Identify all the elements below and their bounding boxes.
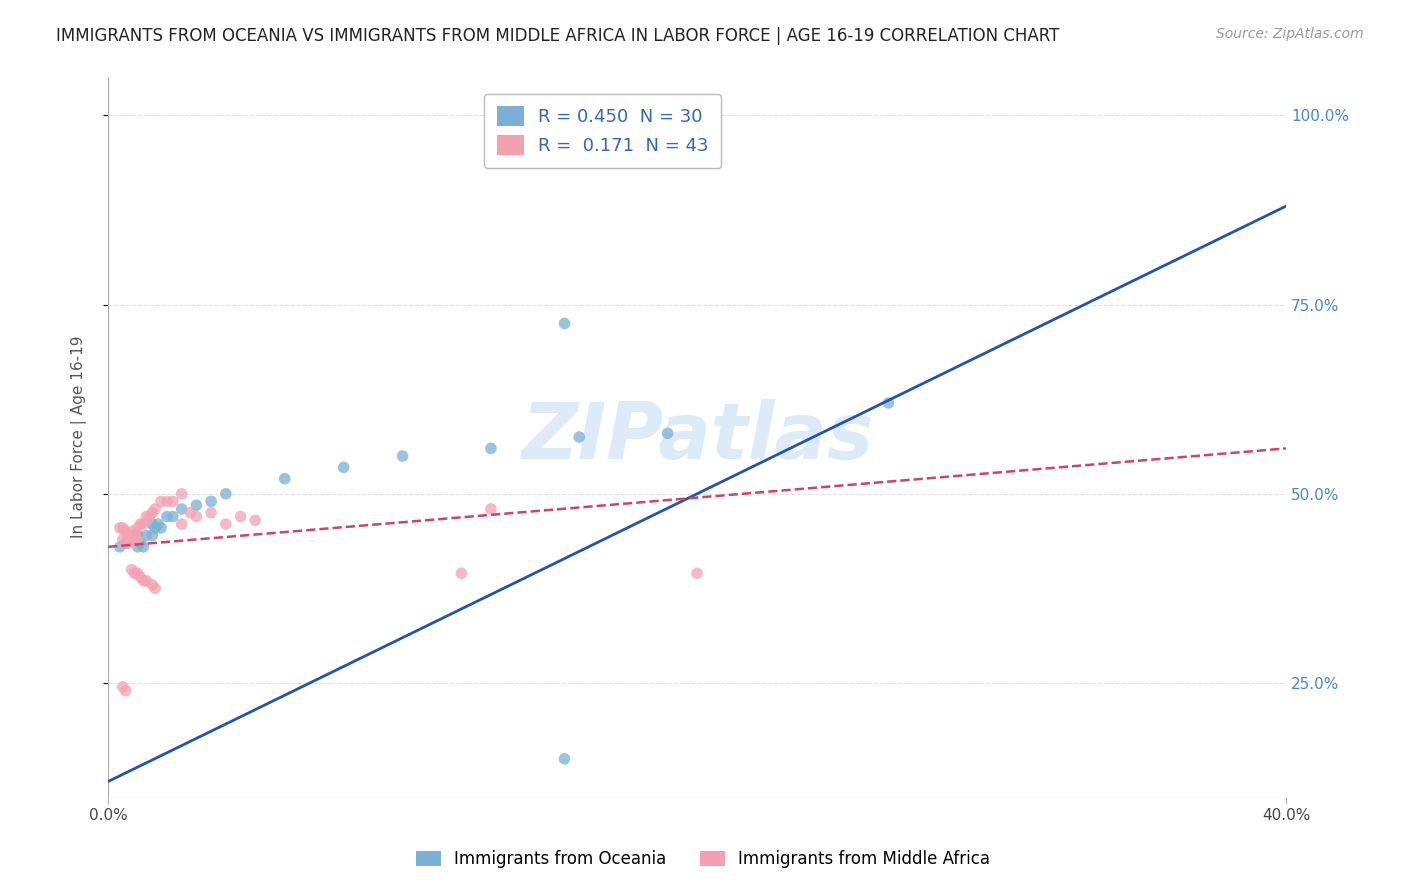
Point [143, 502, 166, 516]
Point [127, 540, 149, 554]
Point [118, 533, 141, 547]
Point [186, 498, 208, 512]
Point [121, 533, 143, 547]
Point [200, 494, 222, 508]
Point [141, 577, 163, 591]
Point [135, 509, 157, 524]
Point [124, 566, 146, 581]
Point [180, 506, 202, 520]
Point [141, 528, 163, 542]
Point [129, 536, 152, 550]
Point [156, 509, 179, 524]
Point [114, 524, 136, 539]
Point [124, 528, 146, 542]
Point [162, 509, 184, 524]
Point [124, 533, 146, 547]
Legend: R = 0.450  N = 30, R =  0.171  N = 43: R = 0.450 N = 30, R = 0.171 N = 43 [484, 94, 721, 168]
Point [111, 521, 134, 535]
Point [135, 528, 157, 542]
Point [114, 536, 136, 550]
Point [143, 521, 166, 535]
Point [274, 472, 297, 486]
Point [170, 487, 193, 501]
Point [186, 509, 208, 524]
Point [108, 521, 131, 535]
Point [129, 570, 152, 584]
Point [479, 502, 502, 516]
Point [108, 540, 131, 554]
Point [141, 517, 163, 532]
Point [114, 536, 136, 550]
Point [479, 442, 502, 456]
Point [132, 574, 155, 588]
Point [127, 533, 149, 547]
Point [127, 521, 149, 535]
Point [118, 528, 141, 542]
Point [170, 517, 193, 532]
Point [111, 533, 134, 547]
Point [129, 517, 152, 532]
Text: IMMIGRANTS FROM OCEANIA VS IMMIGRANTS FROM MIDDLE AFRICA IN LABOR FORCE | AGE 16: IMMIGRANTS FROM OCEANIA VS IMMIGRANTS FR… [56, 27, 1060, 45]
Point [111, 680, 134, 694]
Point [200, 506, 222, 520]
Point [127, 528, 149, 542]
Point [215, 517, 238, 532]
Legend: Immigrants from Oceania, Immigrants from Middle Africa: Immigrants from Oceania, Immigrants from… [409, 844, 997, 875]
Point [121, 533, 143, 547]
Point [391, 449, 413, 463]
Text: ZIPatlas: ZIPatlas [520, 399, 873, 475]
Point [877, 396, 900, 410]
Point [162, 494, 184, 508]
Point [215, 487, 238, 501]
Point [229, 509, 252, 524]
Y-axis label: In Labor Force | Age 16-19: In Labor Force | Age 16-19 [72, 335, 87, 538]
Point [568, 430, 591, 444]
Point [121, 524, 143, 539]
Point [657, 426, 679, 441]
Point [568, 112, 591, 126]
Point [132, 517, 155, 532]
Point [118, 536, 141, 550]
Point [127, 566, 149, 581]
Point [146, 517, 169, 532]
Point [121, 563, 143, 577]
Point [138, 509, 160, 524]
Point [553, 317, 575, 331]
Point [141, 506, 163, 520]
Point [686, 566, 709, 581]
Point [143, 582, 166, 596]
Point [156, 494, 179, 508]
Point [150, 494, 173, 508]
Point [170, 502, 193, 516]
Point [132, 540, 155, 554]
Point [450, 566, 472, 581]
Point [114, 683, 136, 698]
Point [553, 752, 575, 766]
Point [135, 574, 157, 588]
Text: Source: ZipAtlas.com: Source: ZipAtlas.com [1216, 27, 1364, 41]
Point [245, 513, 267, 527]
Point [332, 460, 354, 475]
Point [150, 521, 173, 535]
